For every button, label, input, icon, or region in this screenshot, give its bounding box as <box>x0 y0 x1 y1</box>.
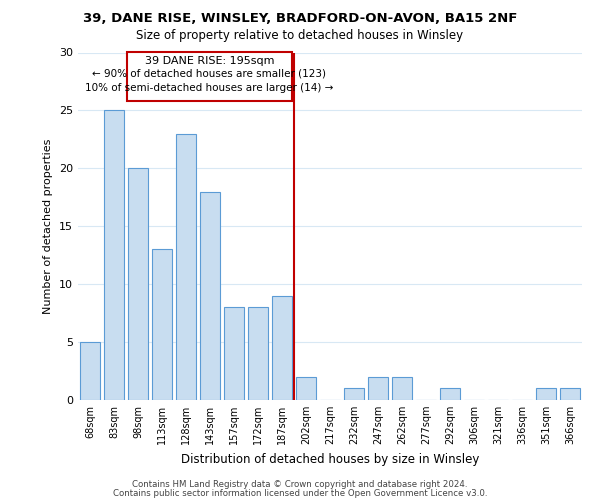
Text: 39, DANE RISE, WINSLEY, BRADFORD-ON-AVON, BA15 2NF: 39, DANE RISE, WINSLEY, BRADFORD-ON-AVON… <box>83 12 517 26</box>
Y-axis label: Number of detached properties: Number of detached properties <box>43 138 53 314</box>
Bar <box>224 308 244 400</box>
Bar <box>127 52 292 101</box>
Text: 10% of semi-detached houses are larger (14) →: 10% of semi-detached houses are larger (… <box>85 82 334 92</box>
Text: Contains public sector information licensed under the Open Government Licence v3: Contains public sector information licen… <box>113 490 487 498</box>
Bar <box>272 296 292 400</box>
Bar <box>200 192 220 400</box>
Bar <box>560 388 580 400</box>
Bar <box>248 308 268 400</box>
Bar <box>80 342 100 400</box>
Text: 39 DANE RISE: 195sqm: 39 DANE RISE: 195sqm <box>145 56 274 66</box>
Bar <box>176 134 196 400</box>
Bar <box>152 250 172 400</box>
X-axis label: Distribution of detached houses by size in Winsley: Distribution of detached houses by size … <box>181 452 479 466</box>
Text: Contains HM Land Registry data © Crown copyright and database right 2024.: Contains HM Land Registry data © Crown c… <box>132 480 468 489</box>
Bar <box>368 377 388 400</box>
Text: Size of property relative to detached houses in Winsley: Size of property relative to detached ho… <box>136 29 464 42</box>
Text: ← 90% of detached houses are smaller (123): ← 90% of detached houses are smaller (12… <box>92 68 326 78</box>
Bar <box>296 377 316 400</box>
Bar <box>440 388 460 400</box>
Bar <box>344 388 364 400</box>
Bar <box>128 168 148 400</box>
Bar <box>536 388 556 400</box>
Bar <box>104 110 124 400</box>
Bar <box>392 377 412 400</box>
